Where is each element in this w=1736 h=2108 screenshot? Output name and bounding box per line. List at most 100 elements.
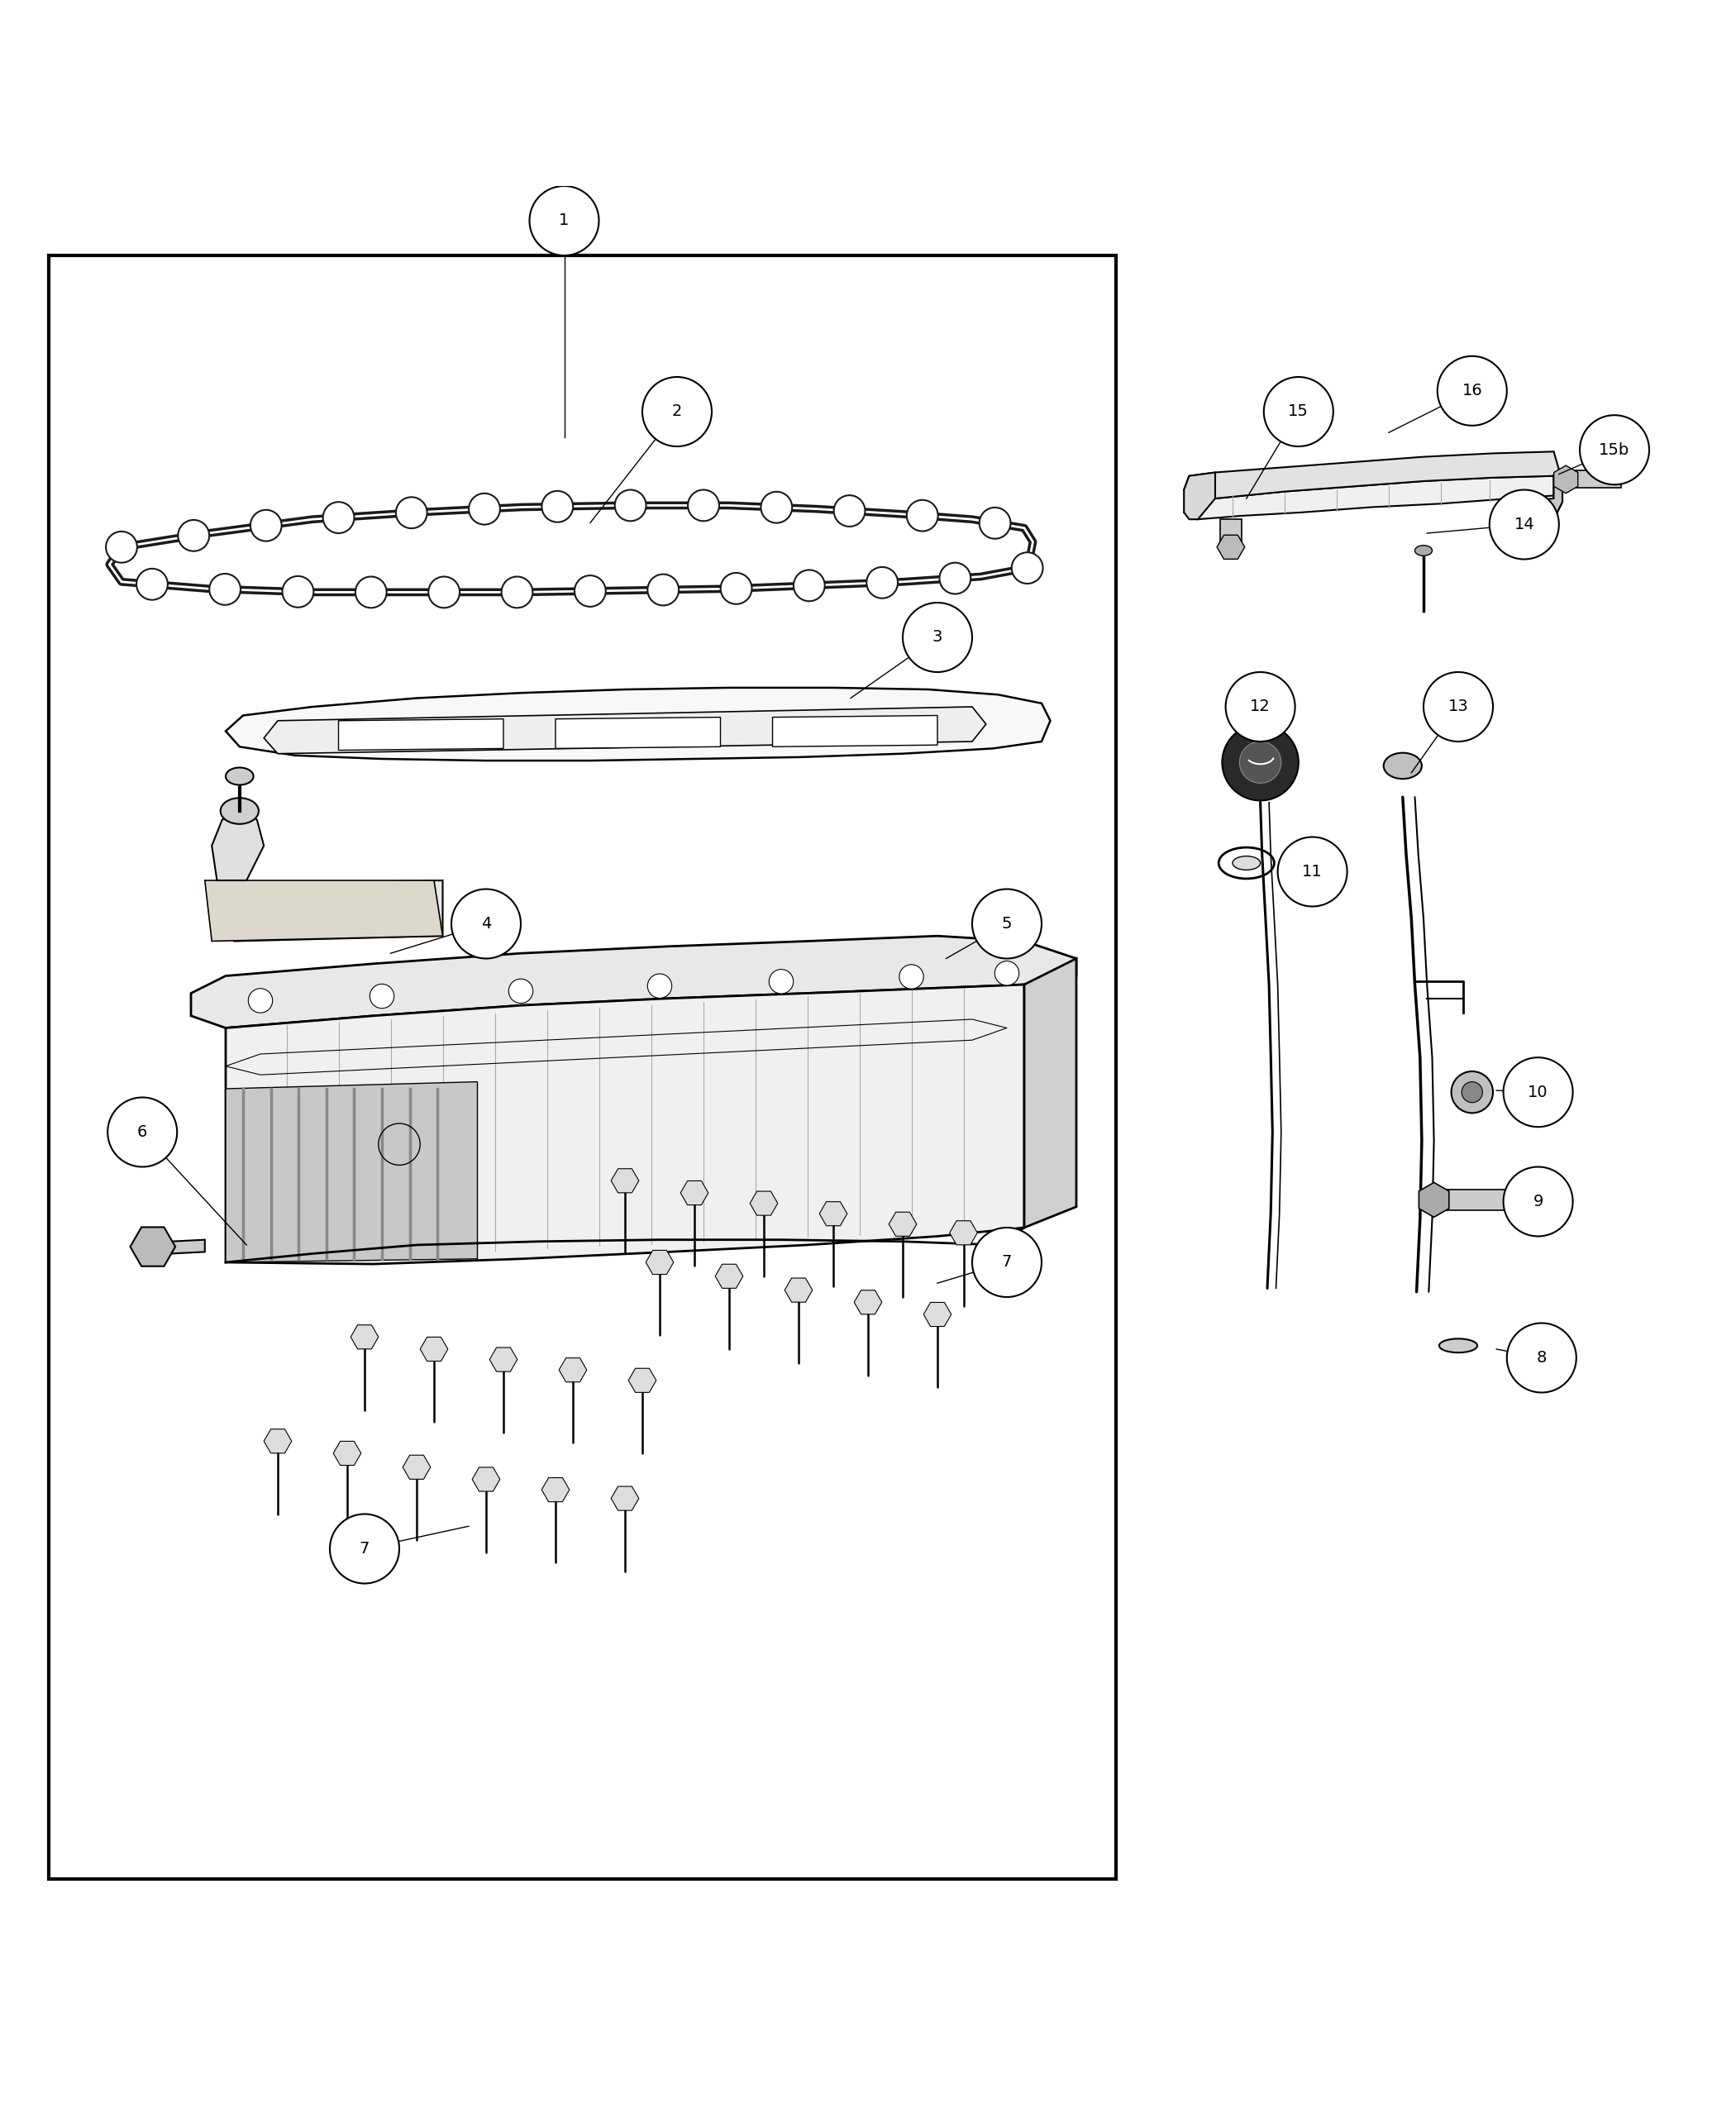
Ellipse shape <box>226 767 253 784</box>
Polygon shape <box>339 719 503 750</box>
Circle shape <box>542 491 573 523</box>
Text: 2: 2 <box>672 405 682 419</box>
Circle shape <box>687 489 719 521</box>
Polygon shape <box>170 1240 205 1254</box>
Circle shape <box>370 984 394 1008</box>
Circle shape <box>793 569 825 601</box>
Circle shape <box>899 965 924 989</box>
Circle shape <box>720 573 752 605</box>
Polygon shape <box>191 936 1076 1029</box>
Circle shape <box>906 500 937 531</box>
Circle shape <box>769 970 793 993</box>
Circle shape <box>1278 837 1347 906</box>
Polygon shape <box>773 715 937 746</box>
Polygon shape <box>205 881 443 940</box>
Circle shape <box>210 573 241 605</box>
Polygon shape <box>1510 476 1562 519</box>
Polygon shape <box>226 687 1050 761</box>
Circle shape <box>866 567 898 599</box>
Text: 1: 1 <box>559 213 569 228</box>
Polygon shape <box>226 1081 477 1263</box>
Circle shape <box>1226 672 1295 742</box>
Polygon shape <box>1184 472 1215 519</box>
Circle shape <box>939 563 970 594</box>
Circle shape <box>429 578 460 607</box>
Circle shape <box>1489 489 1559 559</box>
Bar <box>1220 519 1241 550</box>
Ellipse shape <box>1439 1339 1477 1353</box>
Text: 10: 10 <box>1528 1084 1549 1100</box>
Circle shape <box>1503 1168 1573 1235</box>
Ellipse shape <box>1415 546 1432 557</box>
Ellipse shape <box>1233 856 1260 871</box>
Circle shape <box>250 510 281 542</box>
Polygon shape <box>234 881 443 940</box>
Circle shape <box>648 974 672 997</box>
Circle shape <box>356 578 387 607</box>
Circle shape <box>1451 1071 1493 1113</box>
Ellipse shape <box>1384 753 1422 778</box>
Circle shape <box>972 1227 1042 1296</box>
Ellipse shape <box>1219 847 1274 879</box>
Polygon shape <box>226 984 1024 1265</box>
Circle shape <box>108 1098 177 1168</box>
Text: 7: 7 <box>1002 1254 1012 1271</box>
Circle shape <box>330 1514 399 1583</box>
Polygon shape <box>264 706 986 755</box>
Circle shape <box>469 493 500 525</box>
Text: 13: 13 <box>1448 700 1469 715</box>
Circle shape <box>1437 356 1507 426</box>
Circle shape <box>979 508 1010 540</box>
Circle shape <box>833 495 865 527</box>
Circle shape <box>1012 552 1043 584</box>
Polygon shape <box>1024 959 1076 1227</box>
Circle shape <box>642 377 712 447</box>
Bar <box>1569 470 1621 489</box>
Text: 15: 15 <box>1288 405 1309 419</box>
Circle shape <box>972 890 1042 959</box>
Circle shape <box>1222 725 1299 801</box>
Circle shape <box>179 521 210 550</box>
Bar <box>1444 1189 1510 1210</box>
Circle shape <box>1507 1324 1576 1393</box>
Circle shape <box>529 186 599 255</box>
Circle shape <box>1424 672 1493 742</box>
Circle shape <box>1503 1058 1573 1128</box>
Text: 16: 16 <box>1462 384 1483 398</box>
Bar <box>49 255 1116 1878</box>
Circle shape <box>106 531 137 563</box>
Text: 12: 12 <box>1250 700 1271 715</box>
Circle shape <box>1580 415 1649 485</box>
Circle shape <box>903 603 972 672</box>
Circle shape <box>648 573 679 605</box>
Text: 3: 3 <box>932 630 943 645</box>
Polygon shape <box>556 717 720 748</box>
Circle shape <box>615 489 646 521</box>
Circle shape <box>396 497 427 529</box>
Circle shape <box>502 578 533 607</box>
Text: 15b: 15b <box>1599 443 1630 457</box>
Text: 7: 7 <box>359 1541 370 1556</box>
Circle shape <box>1240 742 1281 784</box>
Text: 5: 5 <box>1002 917 1012 932</box>
Circle shape <box>137 569 168 601</box>
Text: 4: 4 <box>481 917 491 932</box>
Circle shape <box>1264 377 1333 447</box>
Circle shape <box>451 890 521 959</box>
Text: 14: 14 <box>1514 516 1535 533</box>
Circle shape <box>1462 1081 1483 1102</box>
Text: 6: 6 <box>137 1124 148 1140</box>
Ellipse shape <box>220 799 259 824</box>
Circle shape <box>760 491 792 523</box>
Circle shape <box>509 978 533 1003</box>
Text: 9: 9 <box>1533 1193 1543 1210</box>
Text: 8: 8 <box>1536 1349 1547 1366</box>
Polygon shape <box>1184 476 1562 519</box>
Circle shape <box>575 575 606 607</box>
Text: 11: 11 <box>1302 864 1323 879</box>
Circle shape <box>248 989 273 1012</box>
Circle shape <box>323 502 354 533</box>
Polygon shape <box>1554 476 1562 519</box>
Polygon shape <box>1184 451 1562 502</box>
Circle shape <box>283 575 314 607</box>
